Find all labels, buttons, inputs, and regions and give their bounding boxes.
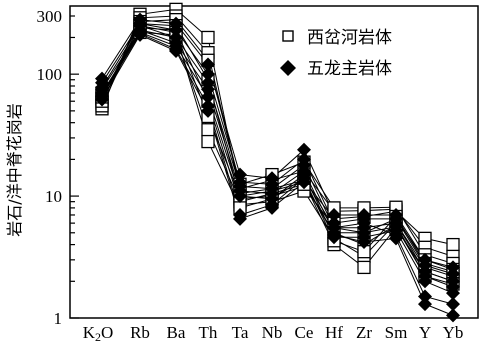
category-label: Y [419,323,431,342]
data-point-diamond [233,211,247,226]
series-line [101,29,454,285]
y-ticks [70,15,79,319]
data-point-diamond [446,286,460,301]
category-label: Zr [356,323,372,342]
data-point-diamond [357,235,371,250]
data-point-diamond [169,43,183,58]
data-point-diamond [297,175,311,190]
data-point-diamond [201,67,215,82]
data-point-diamond [446,266,460,281]
data-point-diamond [357,216,371,231]
data-point-diamond [233,167,247,182]
category-label: Nb [262,323,283,342]
data-point-diamond [446,308,460,323]
data-point-diamond [327,207,341,222]
category-label: K2O [83,323,114,344]
category-label: Rb [130,323,150,342]
data-point-diamond [201,57,215,72]
legend: 西岔河岩体 五龙主岩体 [280,28,392,79]
data-point-diamond [446,297,460,312]
data-point-square [201,123,215,137]
x-tick-labels: K2O Rb Ba Th Ta Nb Ce Hf Zr Sm Y Yb [83,323,464,344]
legend-marker-filled-diamond [280,60,296,76]
data-point-diamond [133,27,147,42]
data-point-diamond [201,89,215,104]
data-point-diamond [169,23,183,38]
data-point-diamond [265,200,279,215]
data-point-square [201,30,215,45]
category-label: Th [199,323,218,342]
data-point-diamond [327,227,341,242]
data-point-diamond [201,103,215,118]
y-tick-label: 1 [54,309,63,328]
series-line [101,25,454,282]
legend-marker-open-square [282,30,294,42]
data-point-diamond [233,189,247,204]
series-line [101,25,454,282]
data-point-diamond [418,289,432,304]
category-label: Hf [325,323,343,342]
category-label: Ta [232,323,249,342]
y-tick-label: 300 [37,7,63,26]
data-point-square [357,260,371,275]
category-label: Ce [295,323,314,342]
data-point-diamond [201,82,215,97]
category-label: Ba [167,323,186,342]
data-point-square [201,134,215,149]
data-point-diamond [389,231,403,246]
data-point-diamond [95,92,109,107]
series-group [95,2,460,323]
plot-frame [69,5,479,319]
data-point-square [446,237,460,252]
category-label: Sm [385,323,408,342]
y-axis-title: 岩石/洋中脊花岗岩 [5,103,24,236]
y-tick-label: 100 [37,65,63,84]
data-point-diamond [418,297,432,312]
category-label: Yb [443,323,464,342]
y-tick-labels: 1 10 100 300 [37,7,63,328]
legend-label-0: 西岔河岩体 [307,28,392,48]
series-line [101,31,454,294]
data-point-diamond [327,220,341,235]
data-point-diamond [297,142,311,157]
data-point-diamond [418,274,432,289]
y-tick-label: 10 [45,187,62,206]
legend-label-1: 五龙主岩体 [307,59,392,79]
